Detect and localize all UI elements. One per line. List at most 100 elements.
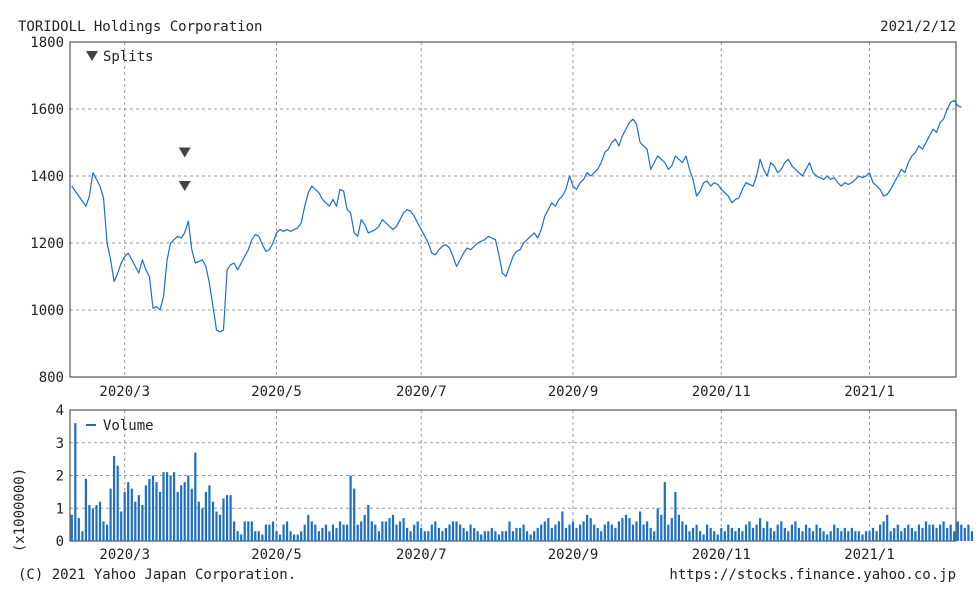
volume-bar — [656, 508, 659, 542]
volume-bar — [286, 521, 289, 541]
volume-bar — [621, 518, 624, 541]
volume-bar — [367, 505, 370, 541]
volume-bar — [197, 501, 200, 541]
volume-bar — [790, 524, 793, 541]
volume-bar — [317, 531, 320, 541]
volume-x-tick-label: 2021/1 — [844, 547, 895, 563]
volume-bar — [547, 518, 550, 541]
volume-bar — [734, 531, 737, 541]
volume-bar — [519, 527, 522, 541]
volume-bar — [448, 524, 451, 541]
copyright-text: (C) 2021 Yahoo Japan Corporation. — [18, 567, 296, 583]
volume-bar — [836, 527, 839, 541]
volume-bar — [801, 531, 804, 541]
volume-legend-label: Volume — [103, 418, 154, 434]
volume-bar — [571, 521, 575, 541]
volume-bar — [684, 524, 688, 541]
volume-bar — [70, 514, 73, 541]
volume-bar — [822, 531, 825, 541]
volume-bar — [660, 514, 663, 541]
volume-bar — [81, 531, 84, 541]
volume-bar — [864, 531, 868, 541]
volume-bar — [459, 524, 462, 541]
volume-bar — [533, 531, 536, 541]
volume-bar — [575, 527, 578, 541]
volume-bar — [730, 527, 733, 541]
volume-bar — [88, 505, 91, 541]
volume-bar — [307, 514, 310, 541]
volume-bar — [264, 524, 267, 541]
volume-bar — [593, 524, 596, 541]
volume-bar — [462, 527, 465, 541]
price-plot-frame — [69, 41, 957, 378]
volume-bar — [243, 521, 246, 541]
volume-bar — [226, 495, 229, 541]
price-panel: 800 1000 1200 1400 1600 1800 2020/3 2020/5 2020/… — [30, 35, 962, 400]
volume-bar — [886, 514, 889, 541]
volume-bar — [815, 524, 818, 541]
volume-bar — [953, 531, 956, 541]
price-y-tick-label: 1400 — [30, 169, 64, 185]
volume-bar — [437, 527, 440, 541]
volume-bar — [381, 521, 384, 541]
volume-bar — [151, 475, 155, 541]
volume-bar — [783, 527, 786, 541]
volume-bar — [921, 527, 924, 541]
volume-bar — [882, 521, 885, 541]
volume-bar — [677, 514, 680, 541]
volume-bar — [688, 531, 691, 541]
splits-legend-icon — [86, 51, 98, 61]
volume-bar — [257, 531, 260, 541]
volume-bar — [896, 524, 899, 541]
volume-bar — [201, 508, 204, 542]
price-x-tick-label: 2021/1 — [844, 384, 895, 400]
volume-bar — [109, 488, 112, 541]
volume-bar — [229, 495, 232, 541]
volume-bar — [928, 524, 931, 541]
volume-bar — [300, 531, 303, 541]
volume-bar — [476, 531, 479, 541]
volume-bar — [741, 531, 744, 541]
volume-bar — [211, 501, 215, 541]
price-y-tick-label: 1000 — [30, 303, 64, 319]
splits-legend-label: Splits — [103, 49, 154, 65]
volume-bar — [183, 482, 186, 541]
volume-bar — [628, 518, 631, 541]
volume-bar — [706, 524, 709, 541]
volume-bar — [74, 423, 77, 541]
volume-bar — [624, 514, 628, 541]
price-x-tick-label: 2020/3 — [99, 384, 150, 400]
volume-bar — [868, 531, 871, 541]
volume-bar — [250, 521, 253, 541]
volume-bar — [589, 518, 592, 541]
volume-bar — [427, 531, 430, 541]
volume-bar — [667, 524, 670, 541]
volume-bar — [413, 524, 416, 541]
volume-bar — [716, 534, 719, 541]
volume-bar — [755, 524, 758, 541]
volume-bar — [766, 521, 769, 541]
volume-bar — [723, 531, 726, 541]
volume-bar — [490, 527, 493, 541]
volume-bar — [713, 531, 716, 541]
volume-x-tick-label: 2020/3 — [99, 547, 150, 563]
volume-bar — [529, 534, 532, 541]
volume-bar — [303, 524, 306, 541]
volume-bar — [296, 534, 299, 541]
volume-bar — [579, 524, 582, 541]
volume-bar — [893, 527, 896, 541]
volume-bar — [564, 527, 567, 541]
volume-bar — [102, 521, 105, 541]
volume-bar — [441, 531, 444, 541]
volume-bar — [377, 531, 380, 541]
volume-bar — [236, 531, 239, 541]
volume-bar — [642, 524, 645, 541]
volume-bar — [646, 521, 649, 541]
volume-y-tick-label: 1 — [56, 501, 64, 517]
volume-bar — [374, 524, 377, 541]
price-x-tick-label: 2020/11 — [692, 384, 751, 400]
volume-bar — [289, 531, 292, 541]
volume-bar — [480, 534, 483, 541]
volume-bar — [653, 531, 656, 541]
volume-bar — [176, 491, 179, 541]
